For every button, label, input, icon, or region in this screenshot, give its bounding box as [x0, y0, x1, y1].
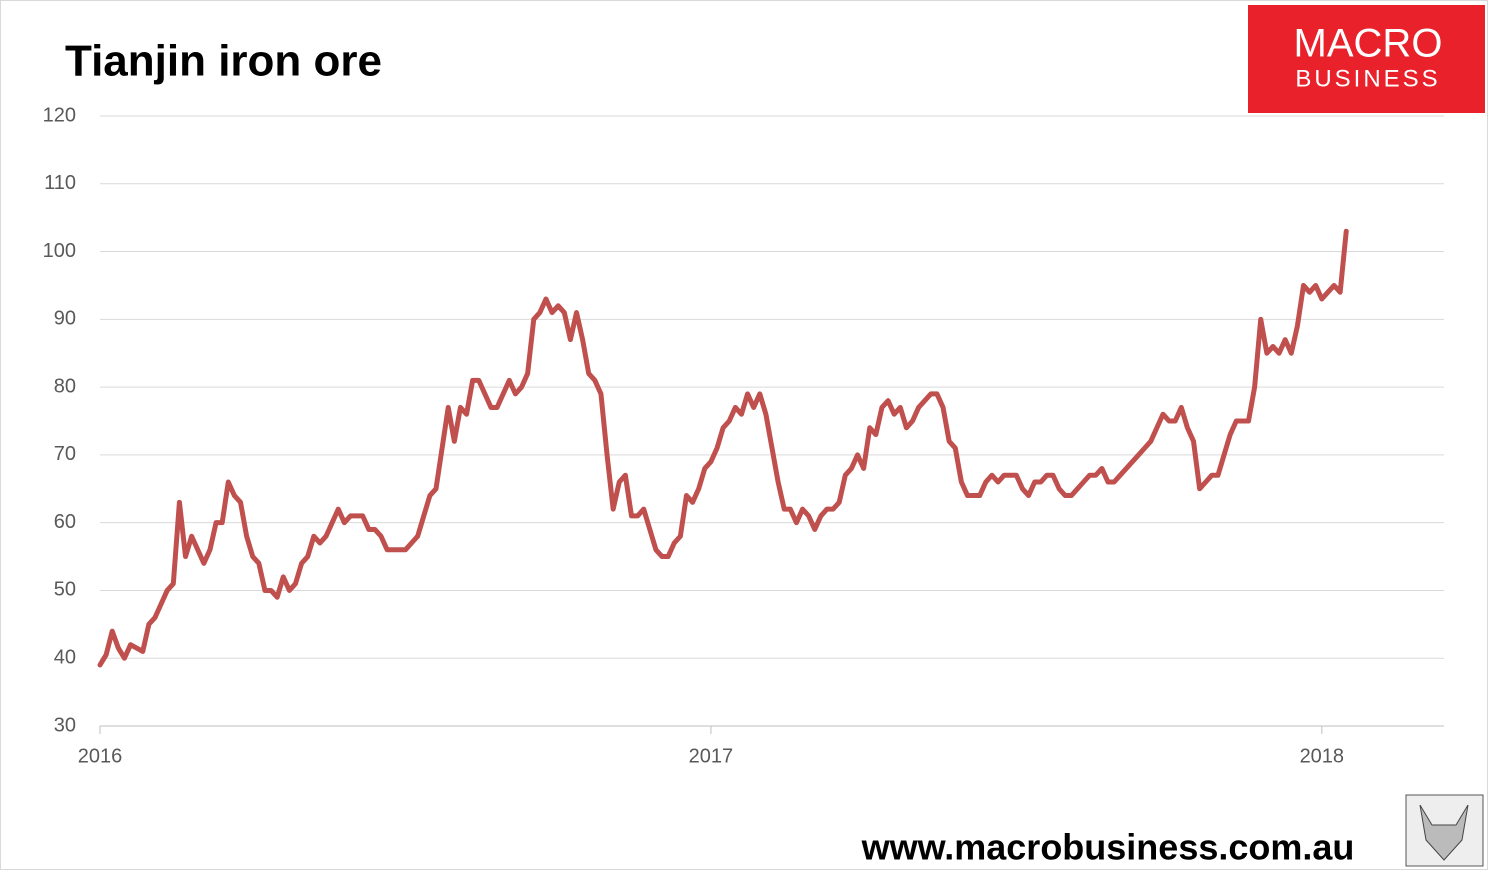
chart-title: Tianjin iron ore — [65, 37, 382, 86]
logo-box — [1248, 5, 1485, 113]
fox-face — [1419, 804, 1469, 861]
y-tick-label: 40 — [54, 647, 76, 669]
series-line — [97, 228, 1349, 668]
footer-url: www.macrobusiness.com.au — [861, 827, 1355, 868]
y-tick-label: 70 — [54, 443, 76, 465]
x-tick-label: 2017 — [689, 745, 734, 767]
y-tick-label: 50 — [54, 579, 76, 601]
y-tick-label: 80 — [54, 375, 76, 397]
y-tick-label: 120 — [43, 104, 76, 126]
y-tick-label: 100 — [43, 240, 76, 262]
logo-business: BUSINESS — [1295, 65, 1440, 92]
x-tick-label: 2016 — [78, 745, 123, 767]
y-tick-label: 110 — [44, 172, 76, 194]
y-tick-label: 60 — [54, 511, 76, 533]
y-tick-label: 30 — [54, 714, 76, 736]
logo-macro: MACRO — [1294, 22, 1443, 66]
x-tick-label: 2018 — [1300, 745, 1345, 767]
y-tick-label: 90 — [54, 308, 76, 330]
